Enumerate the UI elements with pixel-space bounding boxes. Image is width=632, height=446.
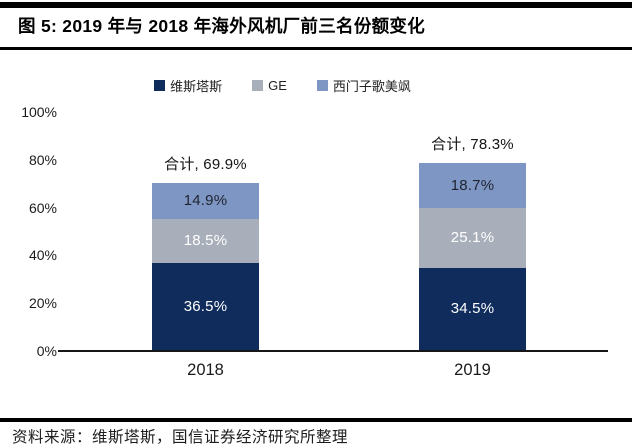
figure-title: 图 5: 2019 年与 2018 年海外风机厂前三名份额变化: [18, 16, 426, 36]
y-axis-tick-label: 80%: [28, 151, 57, 168]
bar-2019: 18.7% 25.1% 34.5%: [419, 162, 526, 350]
x-axis-tick-label: 2018: [187, 361, 224, 379]
bar-total-label: 合计, 78.3%: [431, 135, 514, 153]
bar-segment-label: 14.9%: [183, 192, 228, 210]
legend-label: GE: [268, 77, 287, 93]
legend-swatch-icon: [154, 79, 166, 91]
title-top-rule: [0, 2, 632, 8]
y-axis-tick-label: 0%: [36, 343, 57, 359]
legend-label: 维斯塔斯: [170, 78, 223, 94]
legend-swatch-icon: [252, 79, 264, 91]
bar-segment-label: 34.5%: [450, 300, 495, 318]
legend-item: 西门子歌美飒: [316, 76, 411, 95]
source-divider-rule: [0, 418, 632, 422]
y-axis-tick-label: 60%: [28, 199, 57, 216]
bar-segment-label: 18.7%: [450, 176, 495, 194]
legend-swatch-icon: [316, 79, 328, 91]
bar-total-label: 合计, 69.9%: [164, 155, 247, 173]
legend-item: 维斯塔斯: [154, 76, 222, 95]
legend-label: 西门子歌美飒: [332, 78, 411, 94]
y-axis-tick-label: 100%: [21, 104, 57, 120]
chart-legend: 维斯塔斯 GE 西门子歌美飒: [0, 76, 565, 94]
x-axis-line: [58, 350, 608, 352]
x-axis-tick-label: 2019: [454, 361, 491, 379]
bar-segment: 14.9%: [152, 182, 259, 219]
bar-segment: 34.5%: [419, 267, 526, 350]
bar-segment: 25.1%: [419, 207, 526, 268]
bar-segment-label: 25.1%: [450, 229, 495, 247]
bar-segment: 18.5%: [152, 218, 259, 263]
bar-segment: 18.7%: [419, 162, 526, 208]
y-axis-tick-label: 20%: [28, 295, 57, 312]
y-axis-tick-label: 40%: [28, 247, 57, 264]
bar-segment-label: 18.5%: [183, 232, 228, 250]
source-note: 资料来源：维斯塔斯，国信证券经济研究所整理: [12, 429, 349, 446]
legend-item: GE: [252, 78, 287, 93]
bar-segment-label: 36.5%: [183, 297, 228, 315]
bar-segment: 36.5%: [152, 262, 259, 350]
title-bottom-rule: [0, 47, 632, 50]
bar-2018: 14.9% 18.5% 36.5%: [152, 182, 259, 350]
